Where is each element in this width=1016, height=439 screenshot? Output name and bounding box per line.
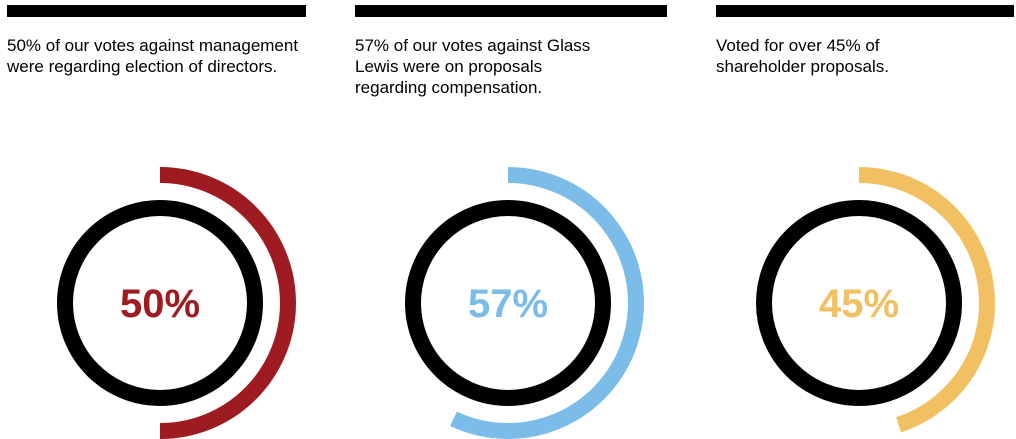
- percent-gauge: 50%: [57, 167, 296, 439]
- percent-gauge: 45%: [756, 167, 995, 433]
- stat-caption: 57% of our votes against Glass Lewis wer…: [355, 36, 591, 97]
- stat-caption: Voted for over 45% of shareholder propos…: [716, 36, 889, 76]
- header-bar: [7, 5, 306, 17]
- percent-value: 45%: [819, 282, 899, 326]
- percent-gauge: 57%: [405, 167, 644, 439]
- percent-value: 57%: [468, 282, 548, 326]
- header-bar: [355, 5, 667, 17]
- gauge-progress-arc: [450, 167, 644, 439]
- gauge-ring: [756, 200, 962, 406]
- stat-caption: 50% of our votes against management were…: [7, 36, 299, 76]
- stat-card-directors: 50% of our votes against management were…: [7, 0, 327, 439]
- stat-card-shareholder-proposals: Voted for over 45% of shareholder propos…: [716, 0, 1016, 439]
- gauge-ring: [405, 200, 611, 406]
- header-bar: [716, 5, 1014, 17]
- gauge-ring: [57, 200, 263, 406]
- gauge-progress-arc: [159, 167, 296, 439]
- gauge-progress-arc: [858, 167, 995, 433]
- stat-card-compensation: 57% of our votes against Glass Lewis wer…: [355, 0, 675, 439]
- percent-value: 50%: [120, 282, 200, 326]
